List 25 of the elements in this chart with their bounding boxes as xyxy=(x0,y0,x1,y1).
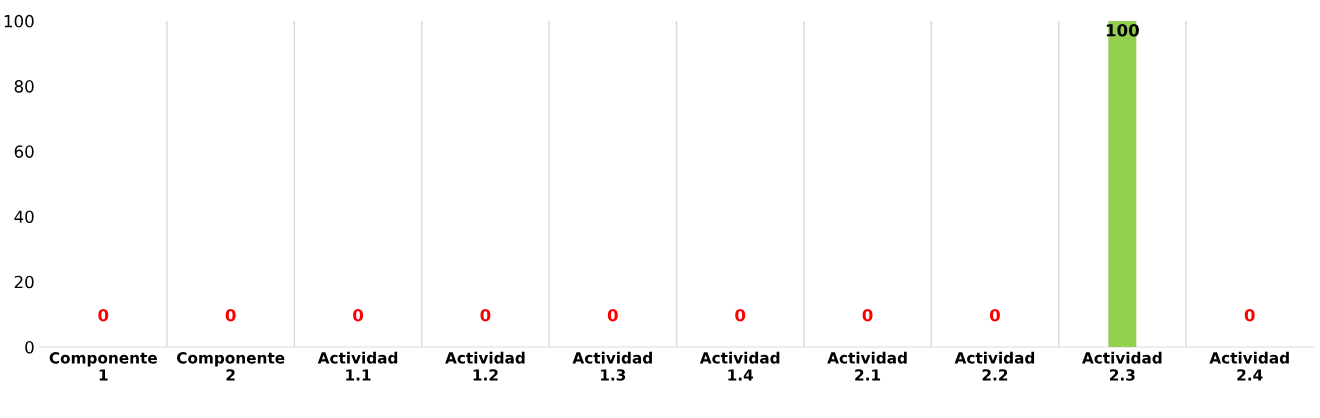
y-tick-label: 60 xyxy=(14,145,34,158)
x-tick-label: Actividad 1.2 xyxy=(445,351,525,381)
y-tick-label: 100 xyxy=(4,14,34,28)
y-tick-label: 0 xyxy=(25,340,34,354)
data-label: 0 xyxy=(98,308,109,322)
x-tick-label: Actividad 1.4 xyxy=(699,351,780,381)
x-tick-label: Actividad 2.2 xyxy=(954,351,1035,381)
data-label: 0 xyxy=(607,308,618,322)
x-tick-label: Actividad 2.4 xyxy=(1209,351,1289,381)
data-label: 0 xyxy=(989,308,1000,322)
x-tick-label: Actividad 1.3 xyxy=(572,351,652,381)
y-tick-label: 80 xyxy=(14,80,34,93)
data-label: 0 xyxy=(1244,308,1255,322)
x-tick-label: Componente 1 xyxy=(49,352,157,381)
x-tick-label: Actividad 1.1 xyxy=(317,351,398,381)
data-label: 0 xyxy=(862,308,873,322)
x-tick-label: Actividad 2.3 xyxy=(1082,351,1162,381)
y-tick-label: 40 xyxy=(14,210,34,224)
data-label: 0 xyxy=(735,308,746,322)
data-label: 0 xyxy=(480,308,491,322)
data-label: 0 xyxy=(353,308,364,322)
data-label: 0 xyxy=(225,308,236,322)
x-tick-label: Componente 2 xyxy=(177,352,285,381)
y-tick-label: 20 xyxy=(14,275,34,289)
x-tick-label: Actividad 2.1 xyxy=(827,351,907,381)
